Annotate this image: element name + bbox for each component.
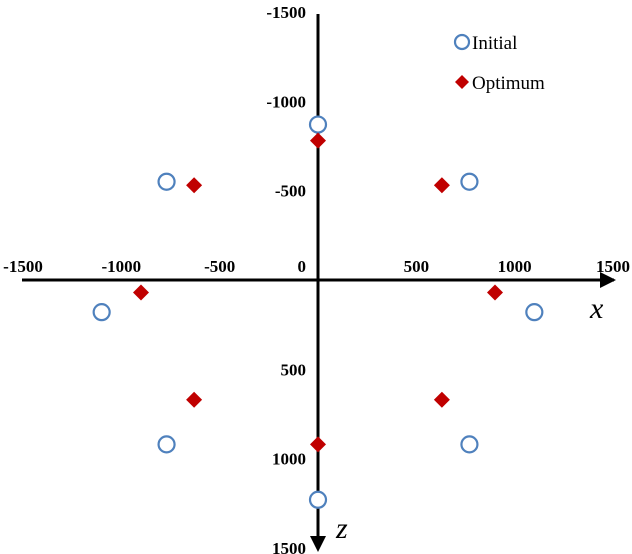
z-tick-label: -1000 (266, 92, 306, 111)
legend-initial-label: Initial (472, 33, 517, 54)
x-tick-label: 0 (298, 257, 307, 276)
optimum-point (186, 391, 203, 408)
initial-point (308, 115, 328, 134)
initial-point (157, 172, 176, 191)
optimum-point (487, 284, 504, 301)
x-tick-labels: -1500 -1000 -500 0 500 1000 1500 (3, 257, 630, 276)
x-axis-label: x (589, 292, 604, 325)
series-optimum (132, 132, 504, 453)
optimum-point (310, 132, 326, 149)
z-tick-label: 500 (281, 360, 307, 379)
series-initial (92, 115, 544, 509)
x-tick-label: -1000 (101, 257, 141, 276)
legend-initial-marker (453, 33, 471, 51)
optimum-point (186, 177, 203, 194)
optimum-point (433, 177, 450, 194)
x-tick-label: -500 (204, 257, 235, 276)
initial-point (308, 490, 328, 509)
optimum-point (132, 284, 149, 301)
z-tick-label: -1500 (266, 3, 306, 22)
initial-point (92, 303, 111, 322)
x-tick-label: 1500 (596, 257, 630, 276)
legend-optimum-label: Optimum (472, 73, 545, 94)
x-tick-label: 1000 (498, 257, 532, 276)
z-tick-label: 1500 (272, 539, 306, 554)
z-axis-arrowhead (310, 536, 326, 552)
initial-point (460, 435, 479, 454)
optimum-point (433, 391, 450, 408)
z-tick-label: -500 (275, 182, 306, 201)
initial-point (525, 303, 544, 322)
optimum-point (310, 436, 326, 453)
z-tick-label: 1000 (272, 450, 306, 469)
legend: Initial Optimum (453, 33, 545, 94)
x-tick-label: -1500 (3, 257, 43, 276)
initial-point (157, 435, 176, 454)
x-axis-arrowhead (600, 272, 616, 288)
z-axis-label: z (335, 512, 348, 545)
z-tick-labels: -1500 -1000 -500 500 1000 1500 (266, 3, 306, 554)
x-tick-label: 500 (404, 257, 430, 276)
initial-point (460, 172, 479, 191)
legend-optimum-marker (455, 75, 469, 89)
